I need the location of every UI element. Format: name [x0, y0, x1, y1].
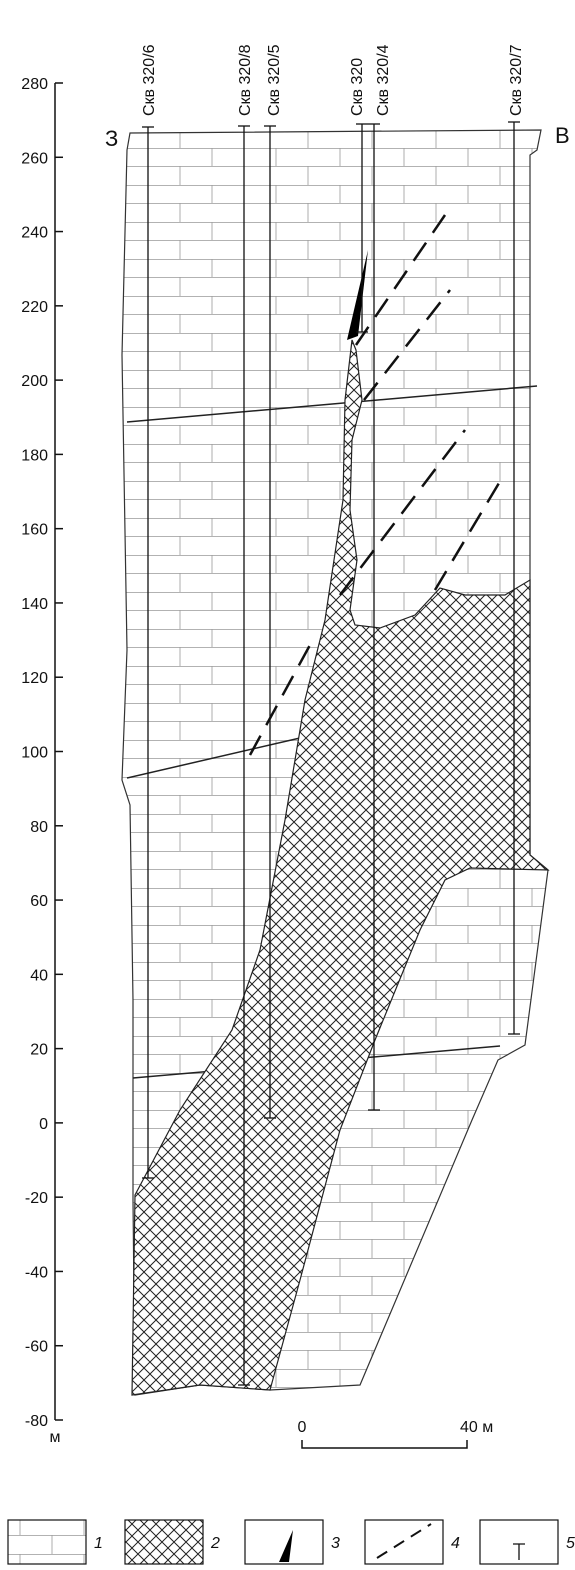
tick-label: 240	[21, 225, 48, 242]
well-label: Скв 320/4	[375, 44, 392, 116]
well-label: Скв 320/7	[508, 44, 525, 116]
tick-label: 100	[21, 745, 48, 762]
y-axis: 280260240220200180160140120100806040200-…	[21, 76, 63, 1430]
tick-label: -80	[25, 1413, 48, 1430]
axis-unit: м	[50, 1429, 61, 1446]
tick-label: 20	[30, 1042, 48, 1059]
tick-label: 40	[30, 967, 48, 984]
tick-label: 60	[30, 893, 48, 910]
tick-label: 220	[21, 299, 48, 316]
legend-label: 3	[331, 1535, 340, 1552]
cross-section: Скв 320/6 Скв 320/8 Скв 320/5 Скв 320 Скв 32…	[0, 0, 575, 1565]
scale-bar: 0 40 м	[298, 1419, 494, 1448]
direction-west: З	[105, 126, 118, 151]
direction-east: В	[555, 123, 570, 148]
tick-label: 120	[21, 670, 48, 687]
legend-swatch	[8, 1520, 86, 1564]
legend-swatch	[125, 1520, 203, 1564]
well-label: Скв 320/5	[266, 44, 283, 116]
legend-label: 5	[566, 1535, 575, 1552]
tick-label: 160	[21, 522, 48, 539]
tick-label: 180	[21, 447, 48, 464]
scale-end: 40 м	[460, 1419, 493, 1436]
well-label: Скв 320/6	[141, 44, 158, 116]
legend-label: 2	[210, 1535, 220, 1552]
tick-label: -60	[25, 1339, 48, 1356]
tick-label: 200	[21, 373, 48, 390]
well-label: Скв 320	[349, 58, 366, 116]
tick-label: 140	[21, 596, 48, 613]
tick-label: 280	[21, 76, 48, 93]
tick-label: 80	[30, 819, 48, 836]
legend-label: 1	[94, 1535, 103, 1552]
legend: 1 2 3 4 5	[8, 1520, 575, 1564]
tick-label: -40	[25, 1264, 48, 1281]
tick-label: 260	[21, 150, 48, 167]
legend-label: 4	[451, 1535, 460, 1552]
scale-start: 0	[298, 1419, 307, 1436]
tick-label: -20	[25, 1190, 48, 1207]
well-label: Скв 320/8	[237, 44, 254, 116]
tick-label: 0	[39, 1116, 48, 1133]
